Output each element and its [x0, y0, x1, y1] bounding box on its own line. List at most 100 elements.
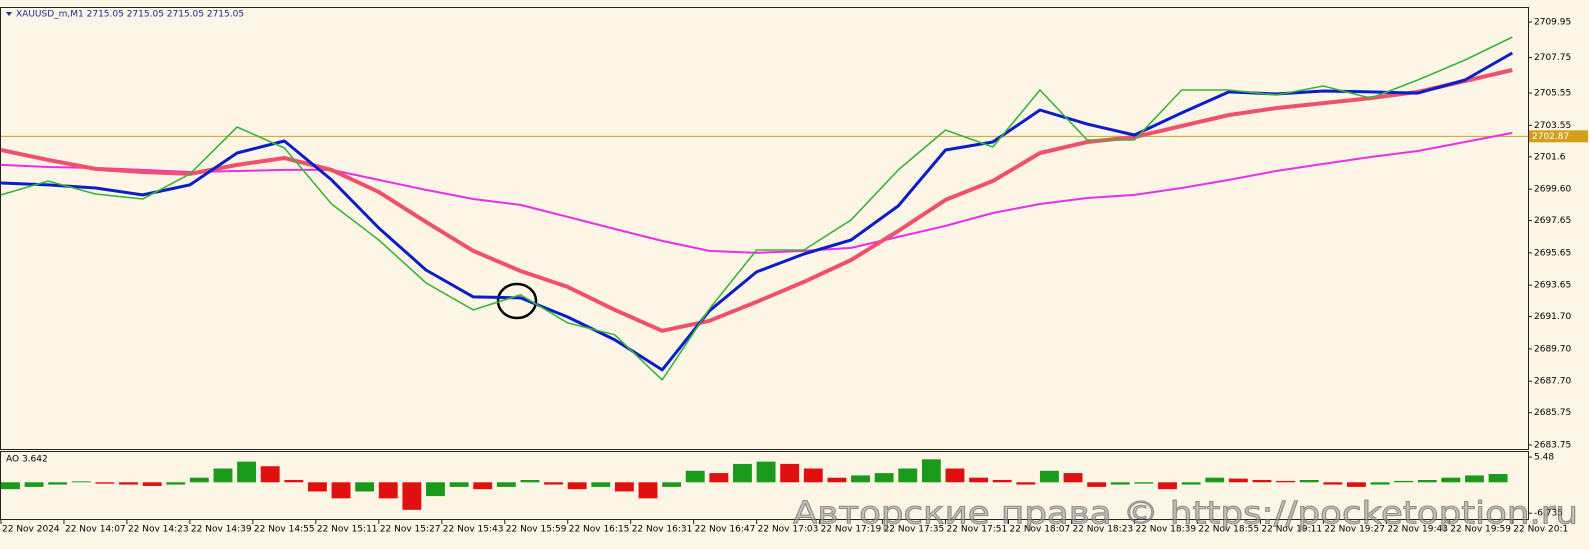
- ao-bar: [614, 482, 634, 492]
- y-tick-label: 2683.75: [1534, 440, 1571, 450]
- level-label-box: [1529, 130, 1588, 143]
- ao-bar: [307, 482, 327, 492]
- ao-bar: [1394, 480, 1414, 483]
- ao-bar: [213, 468, 233, 483]
- y-tick-label: 2707.75: [1534, 53, 1571, 63]
- x-tick-label: 22 Nov 14:07: [65, 525, 126, 535]
- x-tick-label: 22 Nov 2024: [2, 525, 60, 535]
- y-tick-label: 2691.70: [1534, 312, 1571, 322]
- ao-bar: [1276, 480, 1296, 483]
- y-tick-label: 2697.65: [1534, 216, 1571, 226]
- x-tick-label: 22 Nov 15:11: [317, 525, 378, 535]
- ma-line: [0, 36, 1513, 381]
- ao-bar: [95, 482, 115, 484]
- ao-bar: [473, 482, 493, 490]
- ao-bar: [1016, 482, 1036, 485]
- x-tick-label: 22 Nov 19:59: [1450, 525, 1511, 535]
- x-tick-label: 22 Nov 16:15: [569, 525, 630, 535]
- ao-bar: [1181, 482, 1201, 485]
- watermark: Авторские права © https://pocketoption.r…: [793, 496, 1578, 532]
- ao-bar: [189, 477, 209, 483]
- y-tick-label: 2709.95: [1534, 18, 1571, 28]
- ao-bar: [1252, 479, 1272, 483]
- y-tick-label: 2701.6: [1534, 152, 1566, 162]
- level-label: 2702.87: [1532, 132, 1569, 142]
- ao-bar: [1205, 477, 1225, 483]
- ao-bar: [260, 466, 280, 483]
- ao-bar: [685, 470, 705, 483]
- x-tick-label: 22 Nov 19:11: [1261, 525, 1322, 535]
- ao-bar: [992, 479, 1012, 483]
- ao-bar: [142, 482, 162, 486]
- y-tick-label: 2685.75: [1534, 408, 1571, 418]
- ao-bar: [921, 459, 941, 483]
- ao-bar: [1346, 482, 1366, 487]
- ao-bar: [898, 468, 918, 483]
- y-tick-label: 2705.55: [1534, 89, 1571, 99]
- y-tick-label: -6.735: [1534, 509, 1563, 519]
- collapse-arrow: [6, 12, 12, 16]
- y-tick-label: 2689.70: [1534, 344, 1571, 354]
- ao-bar: [1, 482, 20, 490]
- x-tick-label: 22 Nov 17:51: [947, 525, 1008, 535]
- ma-line: [0, 131, 1513, 254]
- ao-bar: [520, 479, 540, 483]
- ao-bar: [662, 482, 682, 487]
- ao-bar: [1039, 470, 1059, 483]
- y-tick-label: 2695.65: [1534, 248, 1571, 258]
- ao-bar: [803, 468, 823, 483]
- ao-bar: [1370, 482, 1390, 485]
- ao-bar: [1110, 482, 1130, 485]
- x-tick-label: 22 Nov 14:39: [191, 525, 252, 535]
- ao-bar: [1465, 475, 1484, 483]
- ao-label: AO 3.642: [6, 455, 48, 465]
- ao-bar: [378, 482, 398, 499]
- ao-panel-frame: [0, 451, 1529, 520]
- x-tick-label: 22 Nov 18:39: [1135, 525, 1196, 535]
- ao-bar: [945, 468, 965, 483]
- ao-bar: [166, 482, 186, 485]
- x-tick-label: 22 Nov 15:59: [506, 525, 567, 535]
- ao-bar: [355, 482, 375, 492]
- x-tick-label: 22 Nov 17:35: [884, 525, 945, 535]
- y-tick-label: 2703.55: [1534, 121, 1571, 131]
- ao-bar: [780, 463, 800, 483]
- x-tick-label: 22 Nov 18:55: [1198, 525, 1259, 535]
- x-tick-label: 22 Nov 17:19: [821, 525, 882, 535]
- ao-bar: [119, 482, 138, 485]
- y-tick-label: 2699.60: [1534, 185, 1571, 195]
- ao-bar: [1228, 478, 1248, 483]
- x-tick-label: 22 Nov 17:03: [758, 525, 819, 535]
- ao-bar: [851, 475, 870, 483]
- ao-bar: [756, 461, 776, 483]
- x-tick-label: 22 Nov 16:31: [632, 525, 693, 535]
- x-tick-label: 22 Nov 20:1: [1513, 525, 1568, 535]
- ao-bar: [426, 482, 445, 497]
- ao-bar: [1087, 482, 1107, 487]
- ao-bar: [71, 481, 91, 483]
- x-tick-label: 22 Nov 19:43: [1387, 525, 1448, 535]
- y-tick-label: 2687.70: [1534, 377, 1571, 387]
- ao-bar: [1441, 477, 1461, 483]
- ao-bar: [1134, 482, 1154, 484]
- ao-bar: [544, 482, 563, 485]
- ao-bar: [1158, 482, 1177, 490]
- ao-bar: [1323, 482, 1343, 485]
- y-tick-label: 5.48: [1534, 453, 1554, 463]
- ao-bar: [402, 482, 422, 510]
- ao-bar: [638, 482, 658, 499]
- ao-bar: [733, 463, 752, 483]
- symbol-header: XAUUSD_m,M1 2715.05 2715.05 2715.05 2715…: [16, 10, 244, 20]
- ao-bar: [591, 482, 611, 487]
- ao-bar: [48, 482, 68, 485]
- ao-bar: [709, 473, 729, 483]
- ma-line: [0, 68, 1513, 333]
- x-tick-label: 22 Nov 14:55: [254, 525, 315, 535]
- ao-bar: [449, 482, 469, 487]
- ao-bar: [1299, 479, 1319, 483]
- ao-bar: [827, 477, 847, 483]
- ao-bar: [237, 461, 257, 483]
- x-tick-label: 22 Nov 15:43: [443, 525, 504, 535]
